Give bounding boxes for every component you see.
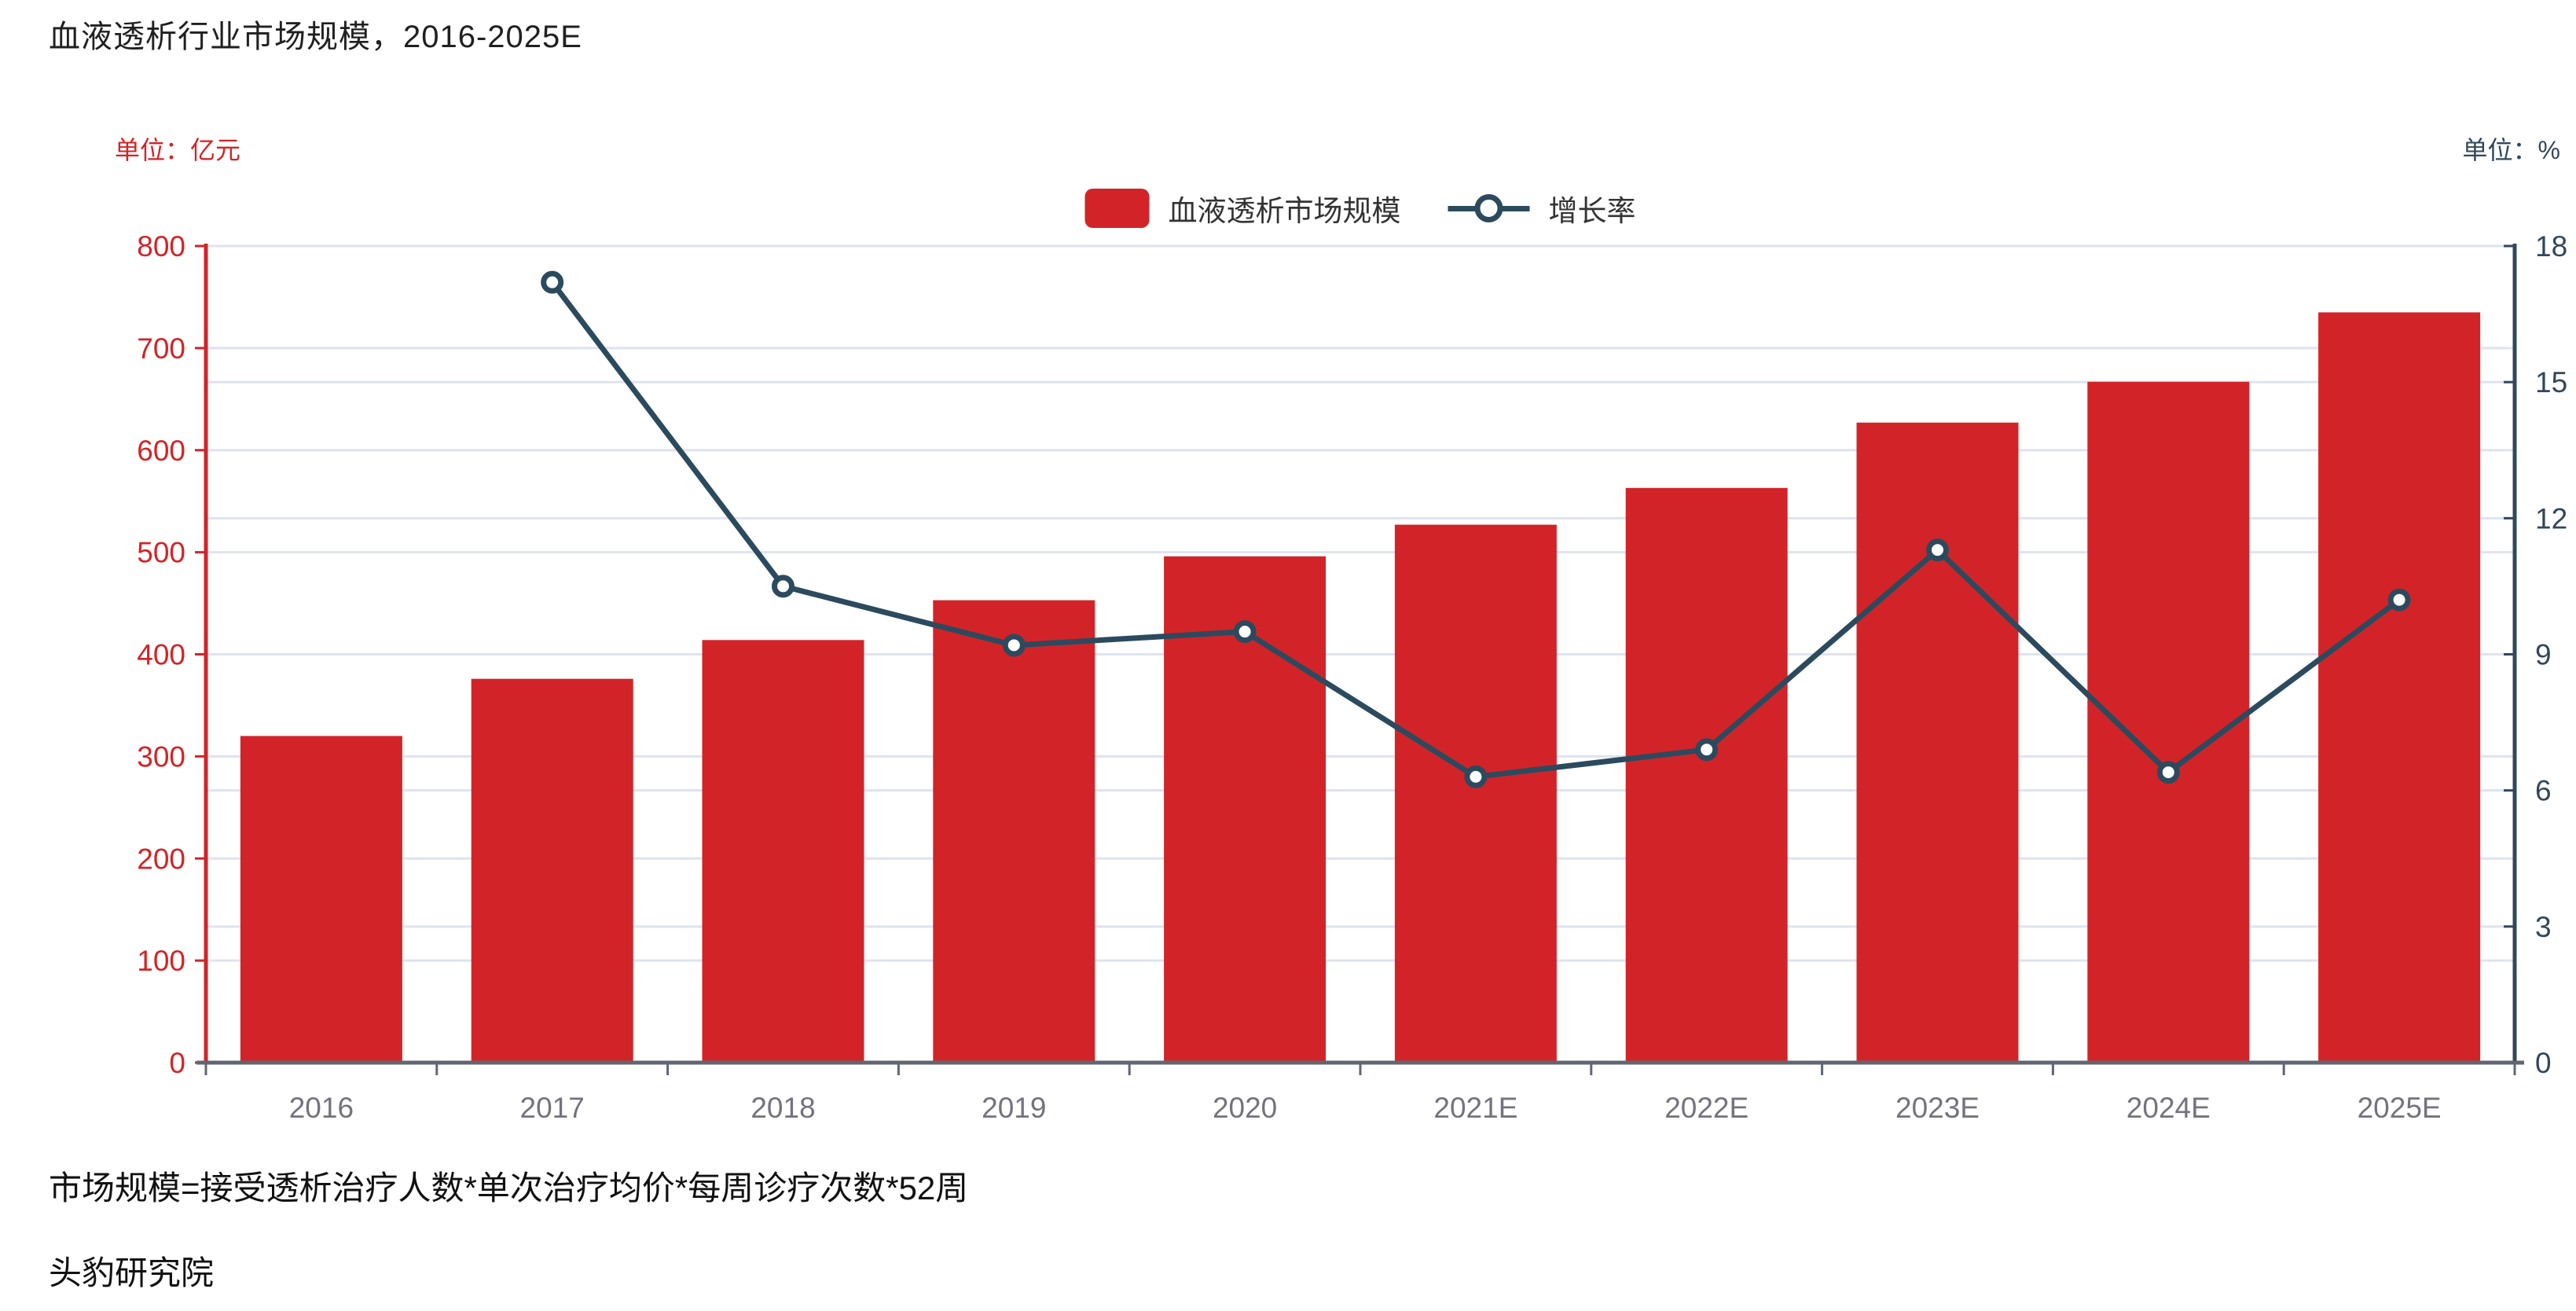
y-left-tick-label-200: 200 bbox=[137, 843, 185, 875]
x-axis-label-2021E: 2021E bbox=[1433, 1092, 1517, 1124]
y-right-tick-label-3: 3 bbox=[2535, 911, 2552, 943]
chart-title: 血液透析行业市场规模，2016-2025E bbox=[49, 20, 582, 54]
y-right-tick-label-12: 12 bbox=[2535, 502, 2567, 534]
x-axis-label-2022E: 2022E bbox=[1664, 1092, 1749, 1124]
bar-2023E bbox=[1856, 422, 2019, 1063]
growth-marker-2018 bbox=[772, 575, 794, 598]
y-left-tick-label-700: 700 bbox=[137, 332, 185, 365]
bar-2022E bbox=[1625, 487, 1788, 1063]
bar-2024E bbox=[2087, 381, 2250, 1063]
line-series-marker-icon bbox=[1448, 194, 1530, 222]
bar-2025E bbox=[2318, 312, 2481, 1063]
x-axis-label-2025E: 2025E bbox=[2358, 1092, 2442, 1124]
y-right-tick-label-15: 15 bbox=[2535, 366, 2567, 398]
y-left-tick-label-400: 400 bbox=[137, 639, 185, 671]
x-axis-label-2017: 2017 bbox=[520, 1092, 585, 1124]
y-left-tick-label-500: 500 bbox=[137, 537, 185, 569]
growth-marker-2025E bbox=[2387, 588, 2411, 611]
bar-2019 bbox=[933, 600, 1095, 1063]
y-right-tick-label-9: 9 bbox=[2535, 639, 2552, 671]
y-right-tick-label-0: 0 bbox=[2535, 1047, 2552, 1079]
bar-2016 bbox=[240, 736, 402, 1063]
y-left-tick-label-300: 300 bbox=[137, 740, 185, 773]
growth-marker-2024E bbox=[2156, 761, 2180, 784]
x-axis-label-2023E: 2023E bbox=[1895, 1092, 1980, 1124]
legend-label-growth-rate: 增长率 bbox=[1548, 195, 1636, 227]
unit-right-label: 单位：% bbox=[2462, 136, 2560, 164]
growth-marker-2019 bbox=[1002, 633, 1026, 657]
bar-2021E bbox=[1394, 524, 1557, 1063]
y-right-tick-label-18: 18 bbox=[2535, 230, 2567, 263]
footnote: 市场规模=接受透析治疗人数*单次治疗均价*每周诊疗次数*52周 bbox=[49, 1170, 969, 1206]
source-label: 头豹研究院 bbox=[49, 1254, 215, 1291]
x-axis-label-2016: 2016 bbox=[289, 1092, 354, 1124]
legend: 血液透析市场规模 增长率 bbox=[1084, 187, 1636, 230]
bar-series-swatch-icon bbox=[1084, 189, 1150, 228]
bar-2017 bbox=[471, 678, 633, 1063]
legend-item-growth-rate[interactable]: 增长率 bbox=[1448, 187, 1636, 230]
y-left-tick-label-100: 100 bbox=[137, 945, 185, 977]
y-left-tick-label-600: 600 bbox=[137, 435, 185, 467]
legend-label-market-size: 血液透析市场规模 bbox=[1168, 195, 1401, 227]
y-left-tick-label-0: 0 bbox=[169, 1047, 185, 1079]
y-left-tick-label-800: 800 bbox=[137, 230, 185, 263]
x-axis-label-2019: 2019 bbox=[982, 1092, 1046, 1124]
growth-marker-2017 bbox=[541, 270, 564, 294]
growth-marker-2023E bbox=[1926, 538, 1949, 562]
x-axis-label-2020: 2020 bbox=[1213, 1092, 1277, 1124]
legend-item-market-size[interactable]: 血液透析市场规模 bbox=[1084, 187, 1401, 230]
y-right-tick-label-6: 6 bbox=[2535, 775, 2552, 807]
unit-left-label: 单位：亿元 bbox=[115, 136, 241, 164]
bar-2018 bbox=[702, 640, 864, 1063]
growth-marker-2020 bbox=[1233, 620, 1257, 644]
x-axis-label-2024E: 2024E bbox=[2126, 1092, 2211, 1124]
growth-marker-2022E bbox=[1695, 738, 1719, 762]
growth-marker-2021E bbox=[1464, 765, 1488, 788]
x-axis-label-2018: 2018 bbox=[750, 1092, 815, 1124]
